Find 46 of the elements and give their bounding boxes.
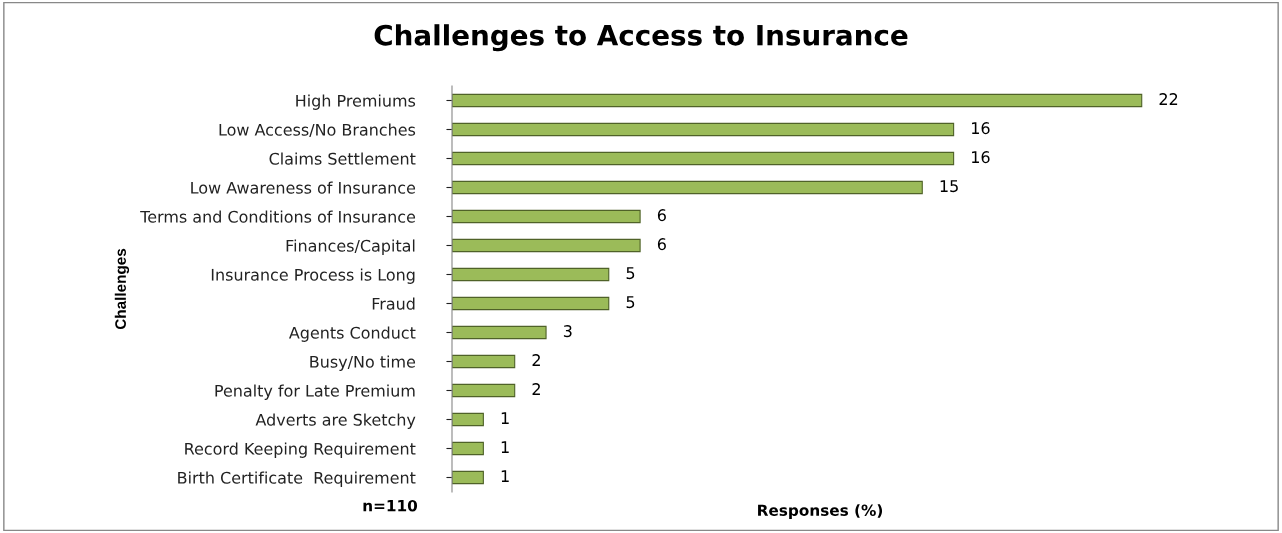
chart-title: Challenges to Access to Insurance [374,24,908,52]
data-label: 1 [501,470,509,482]
bar [452,412,484,427]
data-label: 6 [657,209,666,222]
data-label: 2 [532,383,540,395]
text: n=110 [363,499,418,512]
data-label: 6 [657,238,666,251]
bar [452,383,516,398]
bar [452,151,955,166]
y-tick-label: Finances/Capital [286,239,415,255]
y-tick-label: Insurance Process is Long [211,268,415,284]
bar [452,180,923,195]
data-label: 22 [1159,93,1178,105]
bar [452,267,610,282]
y-axis-title: Challenges [114,248,130,330]
y-tick-label: Fraud [372,297,415,310]
data-label: 16 [972,122,990,135]
y-tick-label: Low Access/No Branches [219,123,416,138]
bar [452,325,547,340]
data-label: 2 [532,354,540,366]
bar [452,354,516,369]
y-tick-label: Adverts are Sketchy [255,413,416,429]
y-tick-label: Penalty for Late Premium [215,384,415,400]
y-tick-label: Record Keeping Requirement [185,442,416,458]
data-label: 3 [563,325,572,338]
data-label: 1 [501,412,509,424]
data-label: 1 [501,441,509,453]
data-label: 5 [626,296,635,309]
x-axis-title: Responses (%) [758,504,883,519]
bar [452,238,641,253]
y-tick-label: Low Awareness of Insurance [191,181,416,194]
bar [452,122,955,137]
y-tick-label: Terms and Conditions of Insurance [140,210,416,223]
y-tick-label: Agents Conduct [288,326,416,342]
y-tick-label: High Premiums [296,94,416,110]
data-label: 15 [940,180,958,193]
bar [452,470,484,485]
y-tick-label: Claims Settlement [269,152,416,165]
data-label: 5 [626,267,635,280]
data-label: 16 [972,151,990,164]
bar [452,93,1143,108]
y-tick-label: Busy/No time [310,355,416,371]
bar [452,209,641,224]
bar [452,296,610,311]
y-tick-label: Birth Certificate Requirement [178,471,416,487]
bar [452,441,484,456]
